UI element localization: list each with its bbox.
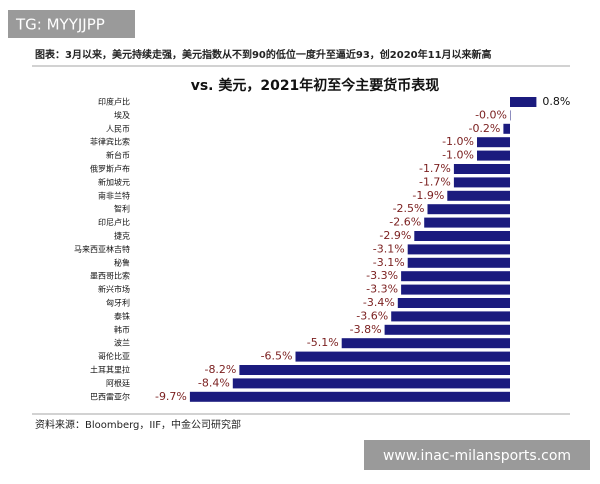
bar xyxy=(477,137,510,148)
y-tick-label: 捷克 xyxy=(114,231,130,241)
value-label: -2.6% xyxy=(389,216,421,229)
bar xyxy=(397,298,510,308)
bar xyxy=(401,284,510,295)
value-label: -3.1% xyxy=(373,256,405,269)
bar xyxy=(407,257,510,268)
y-tick-label: 哥伦比亚 xyxy=(98,351,130,361)
y-tick-label: 土耳其里拉 xyxy=(90,365,130,375)
value-label: -8.2% xyxy=(204,363,236,376)
y-tick-label: 新兴市场 xyxy=(98,284,130,294)
value-label: -3.3% xyxy=(366,269,398,282)
value-label: -1.7% xyxy=(419,162,451,175)
value-label: -1.0% xyxy=(442,135,474,148)
value-label: -3.4% xyxy=(363,296,395,309)
watermark-box xyxy=(8,10,135,38)
chart-title: vs. 美元，2021年初至今主要货币表现 xyxy=(191,77,440,94)
value-label: -3.8% xyxy=(350,323,382,336)
bar xyxy=(401,271,510,282)
y-tick-label: 韩币 xyxy=(114,324,130,334)
value-label: -2.9% xyxy=(379,229,411,242)
y-tick-label: 阿根廷 xyxy=(106,378,130,388)
value-label: -9.7% xyxy=(155,390,187,403)
value-label: -0.0% xyxy=(475,108,507,121)
bar xyxy=(503,123,510,134)
watermark: www.inac-milansports.com xyxy=(383,448,571,464)
y-tick-label: 马来西亚林吉特 xyxy=(74,244,130,254)
header: 图表：3月以来，美元持续走强，美元指数从不到90的低位一度升至逼近93，创202… xyxy=(35,48,492,61)
value-label: -6.5% xyxy=(261,350,293,363)
bar xyxy=(477,150,510,161)
bar xyxy=(189,391,510,402)
y-tick-label: 泰铢 xyxy=(114,311,130,321)
y-tick-label: 俄罗斯卢布 xyxy=(90,164,130,174)
watermark-box xyxy=(364,440,590,470)
bar xyxy=(424,217,510,228)
value-label: -3.6% xyxy=(356,309,388,322)
y-tick-label: 印尼卢比 xyxy=(98,217,130,227)
y-tick-label: 印度卢比 xyxy=(98,97,130,107)
value-label: 0.8% xyxy=(542,95,570,108)
value-label: -1.7% xyxy=(419,175,451,188)
value-label: -1.9% xyxy=(412,189,444,202)
value-label: -0.2% xyxy=(468,122,500,135)
y-tick-label: 智利 xyxy=(114,204,130,214)
bar xyxy=(510,97,537,107)
bar xyxy=(510,110,511,121)
bar xyxy=(295,351,510,362)
value-label: -1.0% xyxy=(442,149,474,162)
watermark: TG: MYYJJPP xyxy=(15,16,105,34)
bar xyxy=(239,365,510,375)
y-tick-label: 匈牙利 xyxy=(106,298,130,308)
y-tick-label: 新加坡元 xyxy=(98,177,130,187)
value-label: -5.1% xyxy=(307,336,339,349)
bar xyxy=(391,311,510,322)
y-tick-label: 埃及 xyxy=(114,110,130,120)
bar xyxy=(453,164,510,174)
value-label: -3.3% xyxy=(366,283,398,296)
plot: 印度卢比 0.8% 埃及 -0.0% 人民币 -0.2% 菲律宾比索 -1.0% 新台币 -1.0… xyxy=(74,95,570,403)
y-tick-label: 墨西哥比索 xyxy=(90,271,130,281)
bar xyxy=(447,190,510,201)
y-tick-label: 菲律宾比索 xyxy=(90,137,130,147)
bar xyxy=(384,324,510,335)
value-label: -3.1% xyxy=(373,242,405,255)
source: 资料来源：Bloomberg，IIF，中金公司研究部 xyxy=(35,418,241,431)
value-label: -2.5% xyxy=(393,202,425,215)
bar xyxy=(341,338,510,349)
y-tick-label: 新台币 xyxy=(106,150,130,160)
bar xyxy=(453,177,510,188)
y-tick-label: 人民币 xyxy=(106,124,130,133)
bar xyxy=(232,378,511,389)
value-label: -8.4% xyxy=(198,376,230,389)
y-tick-label: 秘鲁 xyxy=(114,257,130,267)
bar xyxy=(407,244,510,255)
y-tick-label: 巴西雷亚尔 xyxy=(90,391,130,401)
bar xyxy=(427,204,510,215)
y-tick-label: 南非兰特 xyxy=(98,190,130,200)
bar xyxy=(414,231,510,241)
y-tick-label: 波兰 xyxy=(114,338,130,348)
